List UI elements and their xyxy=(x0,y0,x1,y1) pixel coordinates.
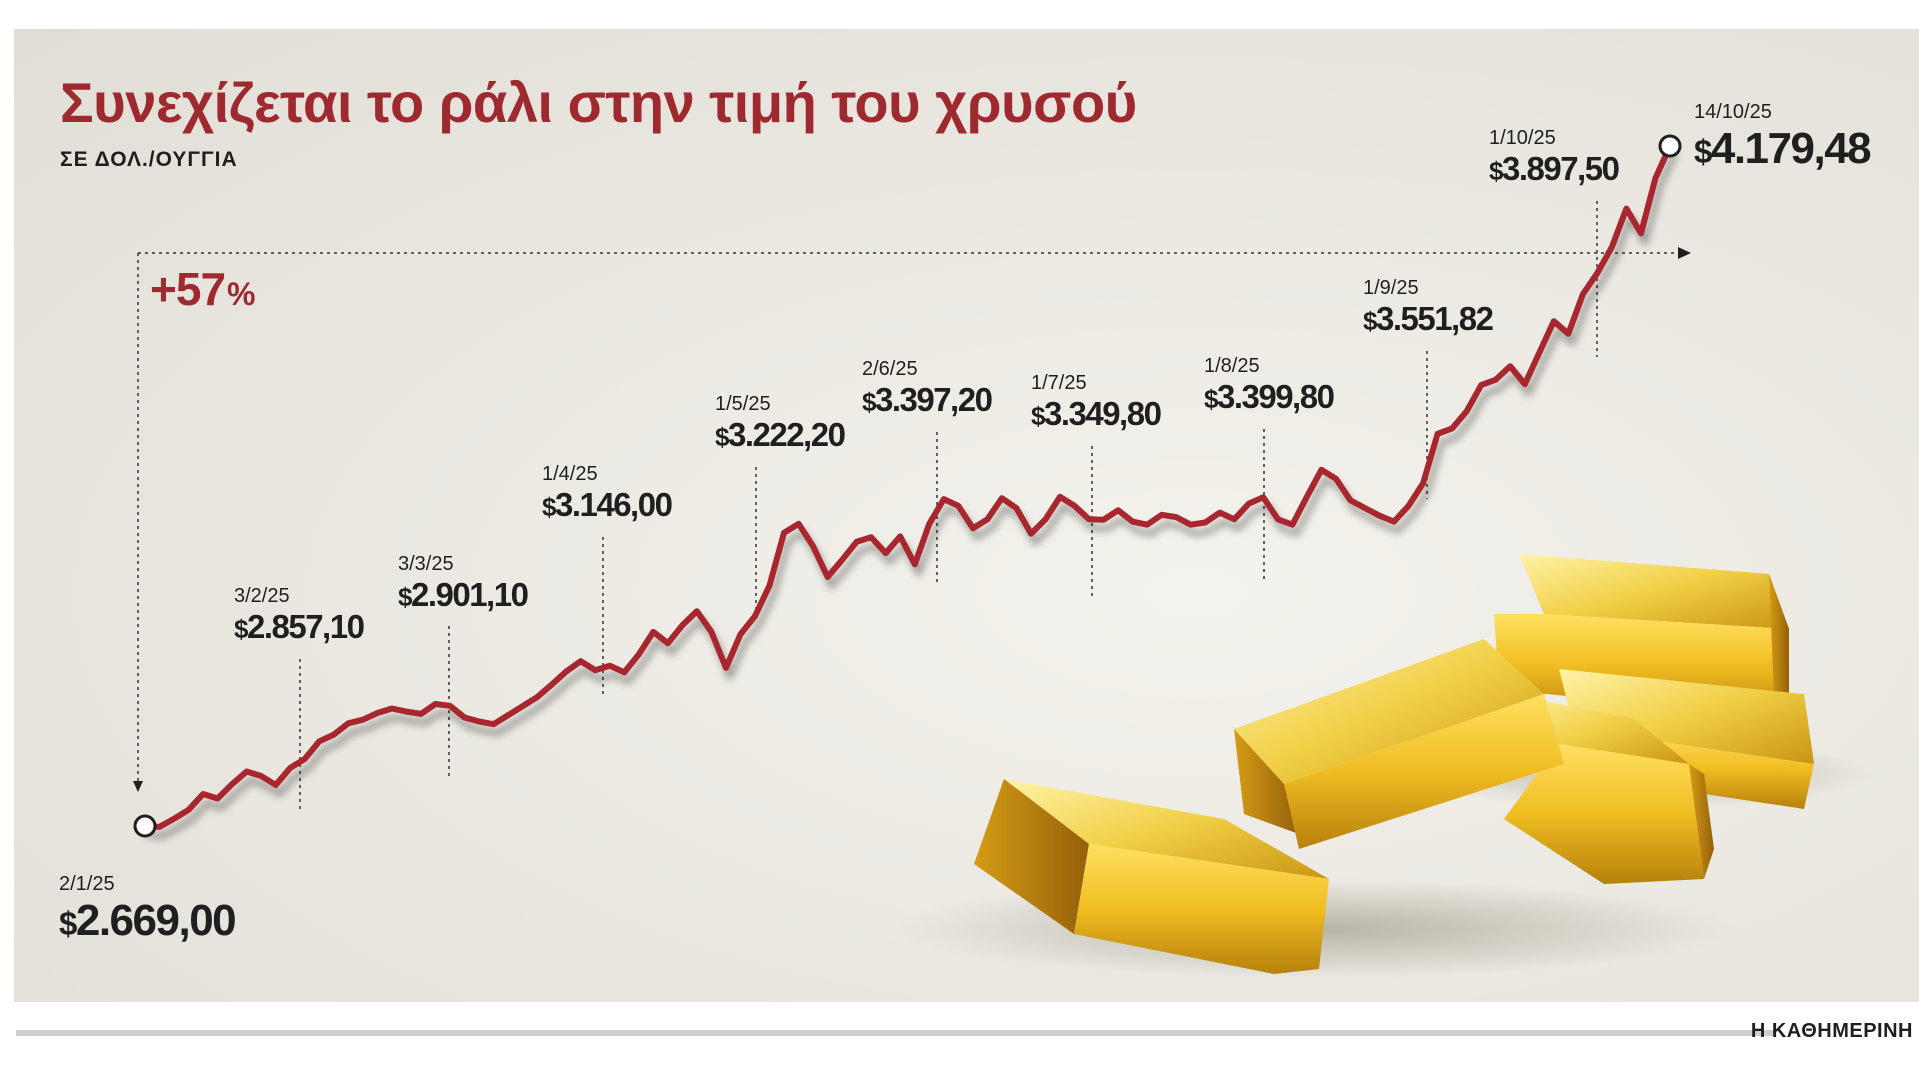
currency-symbol: $ xyxy=(234,614,248,644)
data-label-value: $2.669,00 xyxy=(59,896,237,945)
chart-title: Συνεχίζεται το ράλι στην τιμή του χρυσού xyxy=(60,71,1137,134)
data-label: 1/8/25 $3.399,80 xyxy=(1204,354,1335,418)
change-unit: % xyxy=(227,276,255,312)
currency-symbol: $ xyxy=(1204,384,1218,414)
start-point-marker xyxy=(133,814,157,838)
gold-bar-middle xyxy=(1504,694,1714,884)
bracket-arrow-down xyxy=(133,781,143,792)
data-label: 3/3/25 $2.901,10 xyxy=(398,552,529,616)
data-label-value: $3.222,20 xyxy=(715,416,846,453)
data-label-value: $2.901,10 xyxy=(398,576,529,613)
data-label: 14/10/25 $4.179,48 xyxy=(1694,100,1872,177)
data-label-date: 1/7/25 xyxy=(1031,372,1087,394)
currency-symbol: $ xyxy=(862,387,876,417)
data-label: 1/4/25 $3.146,00 xyxy=(542,462,673,526)
change-value: +57 xyxy=(150,263,226,315)
currency-symbol: $ xyxy=(1694,133,1712,170)
change-label: +57% xyxy=(150,262,256,316)
line-chart xyxy=(133,134,1691,838)
data-label-value: $3.551,82 xyxy=(1363,300,1494,337)
bracket-arrow-right xyxy=(1678,247,1691,259)
data-label-date: 2/6/25 xyxy=(862,358,918,380)
data-label-value: $3.349,80 xyxy=(1031,395,1162,432)
data-label-value: $3.397,20 xyxy=(862,381,993,418)
change-bracket xyxy=(133,247,1691,792)
data-label-date: 1/4/25 xyxy=(542,463,598,485)
data-label-value: $3.897,50 xyxy=(1489,150,1620,187)
currency-symbol: $ xyxy=(1489,156,1503,186)
data-label: 1/10/25 $3.897,50 xyxy=(1489,126,1620,190)
data-label: 3/2/25 $2.857,10 xyxy=(234,584,365,648)
data-label-value: $3.399,80 xyxy=(1204,378,1335,415)
currency-symbol: $ xyxy=(542,492,556,522)
data-label-value: $2.857,10 xyxy=(234,608,365,645)
data-label-value: $4.179,48 xyxy=(1694,124,1872,173)
data-label: 1/9/25 $3.551,82 xyxy=(1363,276,1494,340)
data-label: 1/7/25 $3.349,80 xyxy=(1031,371,1162,435)
currency-symbol: $ xyxy=(1031,401,1045,431)
data-label-date: 1/10/25 xyxy=(1489,127,1556,149)
footer-rule xyxy=(16,1030,1776,1036)
currency-symbol: $ xyxy=(59,905,77,942)
data-label-date: 14/10/25 xyxy=(1694,101,1772,123)
gold-bars-image xyxy=(894,554,1874,979)
data-label-date: 3/3/25 xyxy=(398,553,454,575)
data-label: 1/5/25 $3.222,20 xyxy=(715,392,846,456)
data-label-date: 2/1/25 xyxy=(59,873,115,895)
data-label-date: 1/9/25 xyxy=(1363,277,1419,299)
price-series-line xyxy=(142,143,1673,830)
data-label: 2/1/25 $2.669,00 xyxy=(59,872,237,949)
data-label-value: $3.146,00 xyxy=(542,486,673,523)
data-label-date: 1/5/25 xyxy=(715,393,771,415)
data-label-date: 1/8/25 xyxy=(1204,355,1260,377)
currency-symbol: $ xyxy=(1363,306,1377,336)
currency-symbol: $ xyxy=(398,582,412,612)
chart-subtitle: ΣΕ ΔΟΛ./ΟΥΓΓΙΑ xyxy=(60,148,238,171)
gold-bar-front xyxy=(974,779,1329,974)
leader-lines xyxy=(299,201,1598,813)
data-label: 2/6/25 $3.397,20 xyxy=(862,357,993,421)
chart-panel: 2/1/25 $2.669,00 3/2/25 $2.857,10 3/3/25 $2.9… xyxy=(14,29,1919,1002)
gold-bar-left-upper xyxy=(1234,639,1564,849)
brand-logo: Η ΚΑΘΗΜΕΡΙΝΗ xyxy=(1750,1020,1913,1042)
data-label-date: 3/2/25 xyxy=(234,585,290,607)
currency-symbol: $ xyxy=(715,422,729,452)
end-point-marker xyxy=(1658,134,1682,158)
